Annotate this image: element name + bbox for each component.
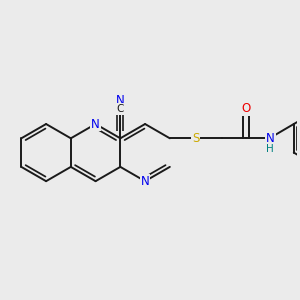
Text: O: O [242, 102, 251, 116]
Text: N: N [141, 175, 149, 188]
Text: S: S [192, 132, 200, 145]
Text: N: N [116, 94, 125, 107]
Text: C: C [117, 104, 124, 114]
Text: H: H [266, 144, 274, 154]
Text: N: N [91, 118, 100, 130]
Text: N: N [266, 132, 275, 145]
